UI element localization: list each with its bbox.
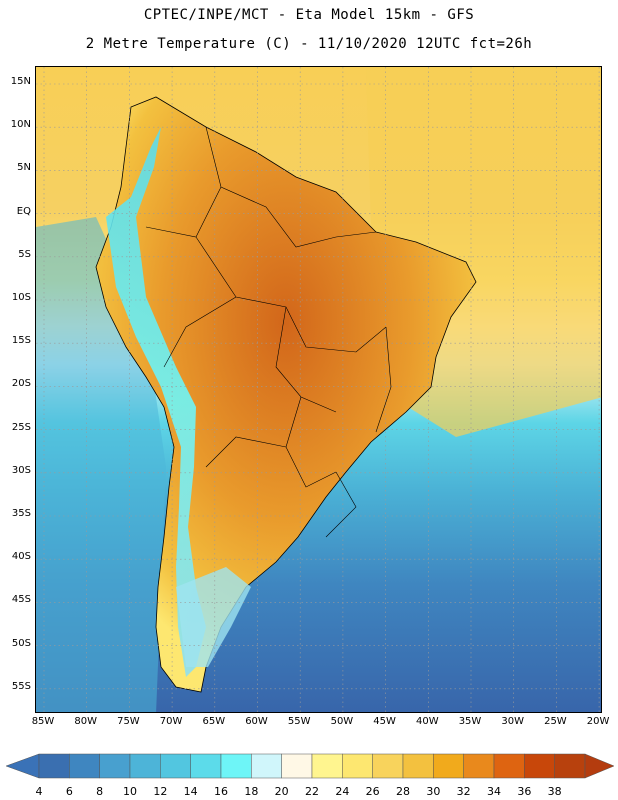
colorbar-label: 8 — [96, 785, 104, 798]
colorbar-swatch — [402, 753, 434, 779]
colorbar-swatch — [220, 753, 252, 779]
colorbar-swatch — [160, 753, 191, 779]
colorbar-label: 14 — [183, 785, 198, 798]
colorbar-swatch — [38, 753, 70, 779]
colorbar-label: 32 — [456, 785, 471, 798]
colorbar-label: 18 — [244, 785, 259, 798]
patagonia-cool-region — [176, 567, 251, 667]
colorbar-label: 16 — [214, 785, 228, 798]
graticule — [36, 67, 601, 712]
colorbar-label: 12 — [153, 785, 168, 798]
colorbar-swatch — [129, 753, 161, 779]
colorbar-label: 38 — [547, 785, 562, 798]
colorbar-swatch — [433, 753, 464, 779]
latitude-label: 20S — [11, 378, 31, 390]
colorbar-swatch — [342, 753, 373, 779]
map-subtitle: 2 Metre Temperature (C) - 11/10/2020 12U… — [85, 36, 533, 52]
colorbar-swatch — [372, 753, 404, 779]
longitude-label: 65W — [202, 716, 226, 727]
country-borders — [145, 126, 392, 538]
latitude-label: 15N — [10, 76, 31, 87]
latitude-label: EQ — [16, 205, 31, 217]
colorbar-swatch — [463, 753, 495, 779]
longitude-label: 85W — [31, 716, 55, 727]
latitude-label: 5S — [18, 248, 31, 260]
longitude-label: 35W — [458, 716, 482, 727]
longitude-label: 50W — [330, 716, 354, 727]
latitude-label: 55S — [11, 680, 31, 692]
latitude-label: 50S — [11, 637, 31, 649]
longitude-label: 60W — [245, 716, 268, 727]
colorbar-label: 30 — [426, 785, 441, 798]
longitude-label: 55W — [287, 716, 311, 727]
colorbar-swatch — [99, 753, 131, 779]
colorbar-swatch — [524, 753, 555, 779]
colorbar-label: 34 — [487, 785, 501, 798]
colorbar-label: 26 — [365, 785, 380, 798]
colorbar-swatch — [281, 753, 313, 779]
latitude-label: 30S — [11, 464, 31, 476]
colorbar-label: 6 — [65, 785, 73, 798]
colorbar-label: 28 — [396, 785, 410, 798]
andes-cold-strip — [106, 127, 206, 677]
map-frame — [35, 66, 602, 713]
longitude-label: 40W — [415, 716, 439, 727]
colorbar-max-arrow — [584, 753, 615, 779]
longitude-label: 45W — [373, 716, 396, 727]
colorbar-swatch — [554, 753, 586, 779]
colorbar-label: 10 — [123, 785, 137, 798]
map-title: CPTEC/INPE/MCT - Eta Model 15km - GFS — [143, 7, 475, 23]
colorbar — [5, 753, 615, 779]
latitude-label: 15S — [11, 335, 31, 347]
latitude-label: 5N — [17, 162, 31, 174]
colorbar-label: 4 — [35, 785, 43, 798]
longitude-label: 30W — [501, 716, 524, 727]
latitude-label: 35S — [11, 508, 31, 519]
latitude-label: 10N — [10, 119, 31, 131]
colorbar-swatch — [251, 753, 282, 779]
temperature-map — [36, 67, 601, 712]
colorbar-swatch — [311, 753, 343, 779]
longitude-label: 70W — [159, 716, 183, 727]
colorbar-label: 20 — [274, 785, 289, 798]
latitude-label: 25S — [11, 421, 31, 433]
longitude-label: 20W — [586, 716, 610, 727]
colorbar-swatch — [493, 753, 525, 779]
latitude-label: 10S — [11, 292, 31, 303]
colorbar-label: 22 — [305, 785, 319, 798]
longitude-label: 80W — [74, 716, 97, 727]
colorbar-label: 24 — [335, 785, 350, 798]
colorbar-swatch — [190, 753, 222, 779]
longitude-label: 75W — [117, 716, 140, 727]
colorbar-min-arrow — [5, 753, 40, 779]
colorbar-swatch — [69, 753, 100, 779]
latitude-label: 40S — [11, 551, 31, 563]
longitude-label: 25W — [544, 716, 567, 727]
latitude-label: 45S — [11, 594, 31, 606]
colorbar-label: 36 — [517, 785, 532, 798]
